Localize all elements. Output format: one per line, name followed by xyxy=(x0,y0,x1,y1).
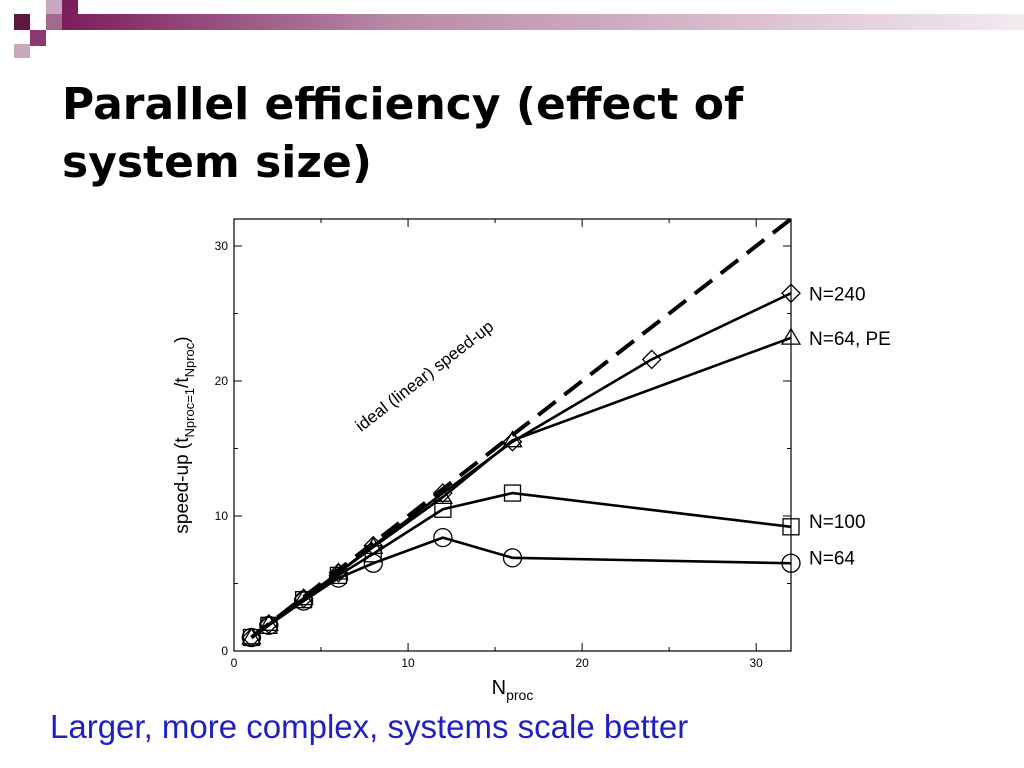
x-tick-label: 30 xyxy=(750,656,764,670)
circle-marker xyxy=(363,553,383,573)
square-marker xyxy=(364,545,382,563)
circle-marker xyxy=(328,568,349,588)
y-tick-label: 0 xyxy=(221,644,228,658)
series-label: N=100 xyxy=(809,512,866,533)
triangle-marker xyxy=(432,486,454,505)
y-axis-label: speed-up (tNproc=1/tNproc) xyxy=(172,336,197,533)
y-axis-label-part: speed-up (t xyxy=(172,437,193,534)
circle-marker xyxy=(241,627,262,648)
accent-square xyxy=(14,44,30,58)
circle-marker xyxy=(433,527,453,548)
circle-marker xyxy=(293,591,314,611)
accent-square xyxy=(62,0,78,14)
triangle-marker xyxy=(780,327,802,345)
slide-caption: Larger, more complex, systems scale bett… xyxy=(50,708,689,745)
accent-square xyxy=(30,30,46,46)
x-axis-label-sub: proc xyxy=(506,687,533,703)
circle-marker xyxy=(259,615,279,636)
triangle-marker xyxy=(241,627,262,645)
square-marker xyxy=(503,484,522,502)
speedup-chart: 0 10 20 30 0 10 20 30 Nproc speed-up (tNproc=1/tN… xyxy=(160,205,940,715)
plot-frame xyxy=(233,218,792,652)
circle-marker xyxy=(781,553,801,573)
y-tick-label: 30 xyxy=(215,239,229,253)
y-axis-label-part: ) xyxy=(172,336,193,342)
y-tick-label: 20 xyxy=(215,374,229,388)
diamond-marker xyxy=(781,283,801,304)
x-tick-label: 20 xyxy=(575,656,589,670)
series-line-circle xyxy=(250,536,792,639)
y-tick-label: 10 xyxy=(215,509,229,523)
series-label: N=240 xyxy=(809,284,866,305)
accent-square xyxy=(46,0,62,14)
series-label: N=64 xyxy=(809,548,855,569)
series-line-diamond xyxy=(250,292,792,639)
x-axis-label: Nproc xyxy=(492,677,534,703)
series-line-square xyxy=(250,491,792,639)
x-axis-label-main: N xyxy=(492,677,506,699)
slide-title: Parallel efficiency (effect of system si… xyxy=(62,76,962,192)
header-gradient-bar xyxy=(62,14,1024,30)
ideal-speedup-label: ideal (linear) speed-up xyxy=(352,317,497,436)
slide-title-line2: system size) xyxy=(62,137,372,188)
x-tick-label: 0 xyxy=(231,656,238,670)
x-tick-label: 10 xyxy=(401,656,415,670)
circle-marker xyxy=(502,548,523,568)
accent-square xyxy=(14,14,30,30)
square-marker xyxy=(260,616,278,635)
diamond-marker xyxy=(641,349,662,370)
square-marker xyxy=(434,500,452,518)
diamond-marker xyxy=(432,483,453,503)
y-axis-label-part: Nproc xyxy=(182,342,197,377)
triangle-marker xyxy=(502,430,523,448)
slide-decoration xyxy=(14,0,1024,58)
slide-title-line1: Parallel efficiency (effect of xyxy=(62,79,744,130)
accent-square xyxy=(46,14,62,30)
y-axis-label-part: Nproc=1 xyxy=(182,388,197,438)
series-label: N=64, PE xyxy=(809,329,891,350)
square-marker xyxy=(242,628,261,647)
square-marker xyxy=(782,518,800,536)
series-line-triangle xyxy=(250,336,792,639)
y-axis-label-part: /t xyxy=(172,377,193,388)
